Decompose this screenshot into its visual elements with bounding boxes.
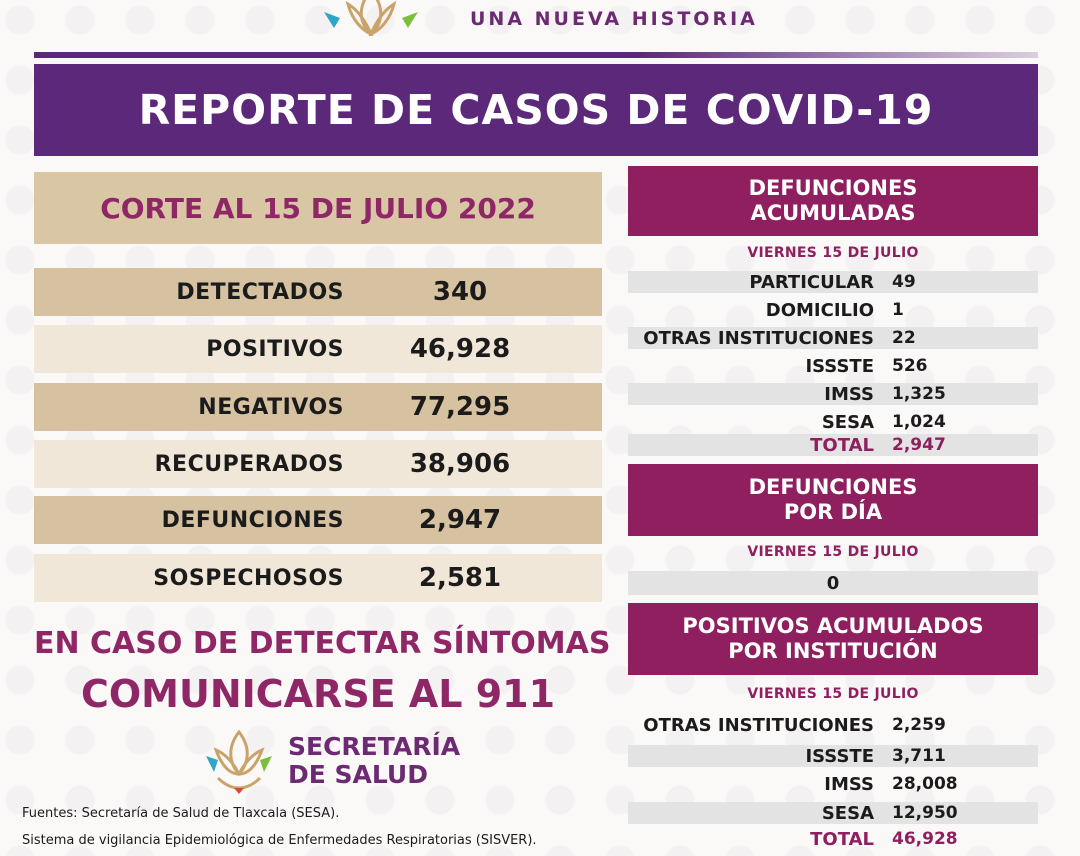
row-value: 1,024: [892, 412, 946, 432]
row-value: 2,947: [892, 435, 946, 455]
sources-line-2: Sistema de vigilancia Epidemiológica de …: [22, 833, 537, 848]
row-label: OTRAS INSTITUCIONES: [643, 327, 874, 349]
stat-label: DETECTADOS: [176, 279, 344, 305]
row-value: 49: [892, 272, 916, 292]
title-banner: REPORTE DE CASOS DE COVID-19: [34, 64, 1038, 156]
row-label: PARTICULAR: [749, 271, 874, 293]
stat-label: RECUPERADOS: [154, 451, 344, 477]
header-line-2: POR DÍA: [783, 500, 883, 524]
flower-logo-icon: [318, 0, 424, 36]
page-title: REPORTE DE CASOS DE COVID-19: [138, 86, 934, 134]
stat-row-negativos: NEGATIVOS 77,295: [34, 383, 602, 431]
table-row-total: TOTAL 46,928: [628, 828, 1038, 850]
symptoms-notice: EN CASO DE DETECTAR SÍNTOMAS: [34, 626, 611, 661]
positivos-institucion-header: POSITIVOS ACUMULADOS POR INSTITUCIÓN: [628, 603, 1038, 675]
row-value: 1,325: [892, 384, 946, 404]
header-line-1: DEFUNCIONES: [748, 475, 918, 499]
table-row: OTRAS INSTITUCIONES 22: [628, 327, 1038, 349]
secretaria-flower-logo-icon: [204, 728, 274, 794]
secretaria-line-1: SECRETARÍA: [288, 732, 461, 761]
row-value: 1: [892, 300, 904, 320]
defunciones-acumuladas-date: VIERNES 15 DE JULIO: [747, 245, 919, 261]
stat-row-defunciones: DEFUNCIONES 2,947: [34, 496, 602, 544]
table-row: SESA 12,950: [628, 802, 1038, 824]
stat-row-positivos: POSITIVOS 46,928: [34, 325, 602, 373]
row-value: 526: [892, 356, 928, 376]
row-label: SESA: [821, 802, 874, 824]
defunciones-dia-date: VIERNES 15 DE JULIO: [747, 544, 919, 560]
positivos-institucion-date: VIERNES 15 DE JULIO: [747, 686, 919, 702]
row-label: TOTAL: [810, 434, 874, 456]
cutoff-date-box: CORTE AL 15 DE JULIO 2022: [34, 172, 602, 244]
table-row: IMSS 28,008: [628, 773, 1038, 795]
row-label: ISSSTE: [805, 355, 874, 377]
row-value: 22: [892, 328, 916, 348]
row-value: 46,928: [892, 829, 958, 849]
header-line-1: POSITIVOS ACUMULADOS: [682, 614, 984, 638]
sources-line-1: Fuentes: Secretaría de Salud de Tlaxcala…: [22, 806, 340, 821]
table-row: DOMICILIO 1: [628, 299, 1038, 321]
stat-row-recuperados: RECUPERADOS 38,906: [34, 440, 602, 488]
row-label: OTRAS INSTITUCIONES: [643, 714, 874, 736]
stat-row-detectados: DETECTADOS 340: [34, 268, 602, 316]
table-row: ISSSTE 3,711: [628, 745, 1038, 767]
secretaria-name: SECRETARÍA DE SALUD: [288, 733, 460, 789]
table-row: ISSSTE 526: [628, 355, 1038, 377]
cutoff-date-label: CORTE AL 15 DE JULIO 2022: [100, 191, 536, 225]
row-value: 28,008: [892, 774, 958, 794]
row-value: 2,259: [892, 715, 946, 735]
emergency-call-notice: COMUNICARSE AL 911: [80, 672, 556, 716]
stat-value: 46,928: [409, 334, 511, 364]
stat-label: POSITIVOS: [206, 336, 344, 362]
defunciones-dia-header: DEFUNCIONES POR DÍA: [628, 464, 1038, 536]
header-line-1: DEFUNCIONES: [748, 176, 918, 200]
stat-row-sospechosos: SOSPECHOSOS 2,581: [34, 554, 602, 602]
table-row: PARTICULAR 49: [628, 271, 1038, 293]
stat-label: DEFUNCIONES: [161, 507, 344, 533]
defunciones-dia-value: 0: [628, 571, 1038, 595]
row-label: SESA: [821, 411, 874, 433]
header-line-2: ACUMULADAS: [750, 201, 916, 225]
stat-label: SOSPECHOSOS: [153, 565, 344, 591]
row-label: ISSSTE: [805, 745, 874, 767]
table-row-total: TOTAL 2,947: [628, 434, 1038, 456]
stat-value: 2,581: [418, 563, 502, 593]
table-row: OTRAS INSTITUCIONES 2,259: [628, 714, 1038, 736]
row-label: DOMICILIO: [765, 299, 874, 321]
stat-value: 340: [432, 277, 488, 307]
row-label: IMSS: [824, 383, 874, 405]
defunciones-acumuladas-header: DEFUNCIONES ACUMULADAS: [628, 166, 1038, 236]
stat-label: NEGATIVOS: [198, 394, 344, 420]
secretaria-line-2: DE SALUD: [288, 760, 428, 789]
table-row: SESA 1,024: [628, 411, 1038, 433]
stat-value: 38,906: [409, 449, 511, 479]
row-value: 12,950: [892, 803, 958, 823]
header-line-2: POR INSTITUCIÓN: [728, 639, 938, 663]
header-subtitle: UNA NUEVA HISTORIA: [470, 8, 758, 30]
row-label: IMSS: [824, 773, 874, 795]
row-label: TOTAL: [810, 828, 874, 850]
stat-value: 77,295: [409, 392, 511, 422]
stat-value: 2,947: [418, 505, 502, 535]
row-value: 3,711: [892, 746, 946, 766]
header-divider: [34, 52, 1038, 58]
table-row: IMSS 1,325: [628, 383, 1038, 405]
